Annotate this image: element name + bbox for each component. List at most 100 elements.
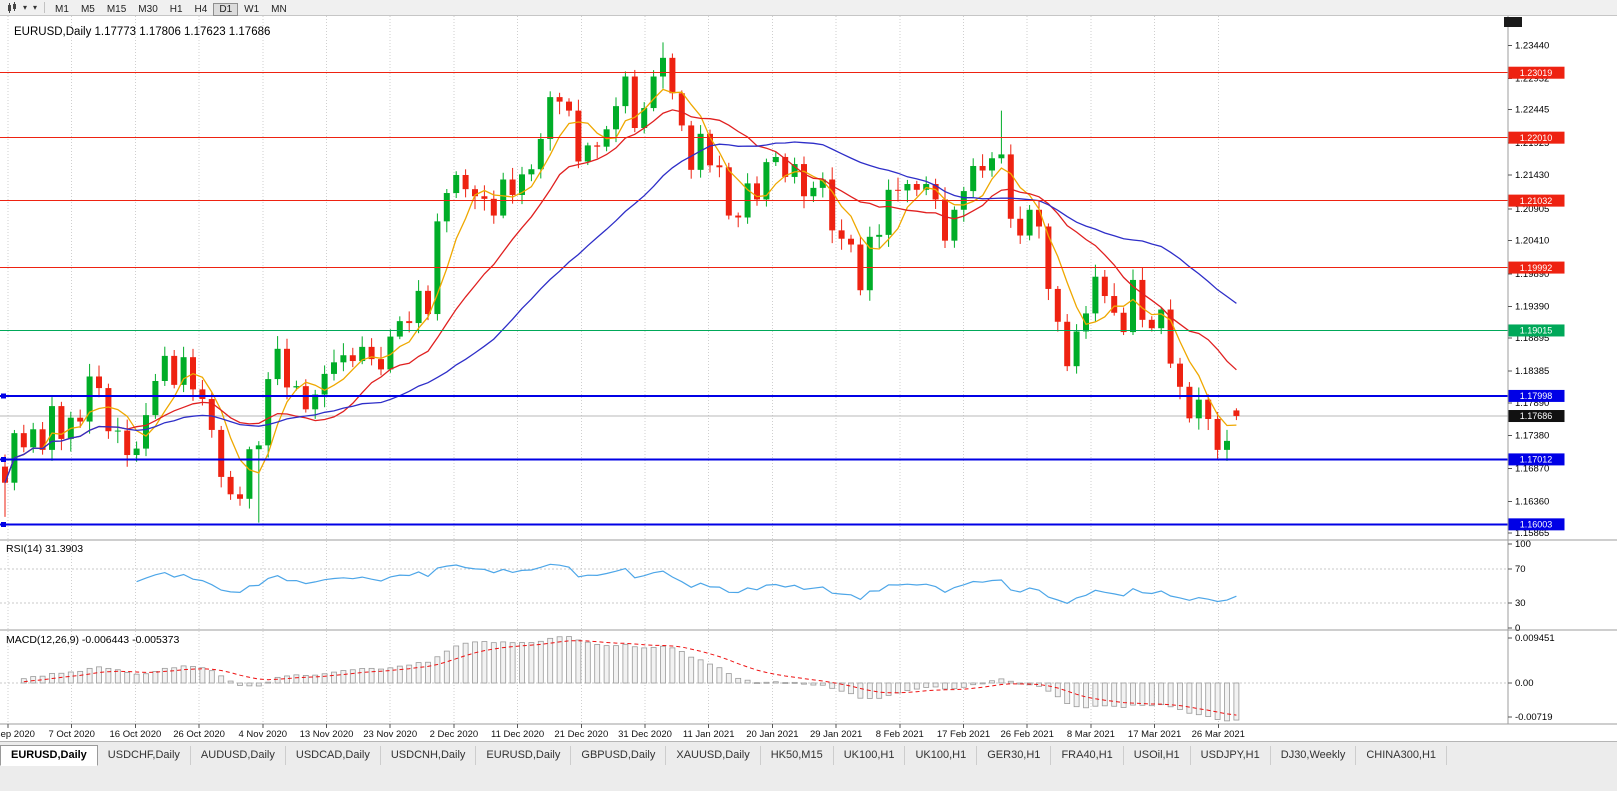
- svg-text:1.17686: 1.17686: [1520, 411, 1553, 421]
- svg-text:1.16003: 1.16003: [1520, 520, 1553, 530]
- candlestick-chart-icon[interactable]: [6, 1, 18, 14]
- svg-text:1.23440: 1.23440: [1515, 41, 1549, 52]
- svg-text:70: 70: [1515, 564, 1526, 575]
- current-price-label: [1508, 410, 1565, 423]
- svg-text:2 Dec 2020: 2 Dec 2020: [430, 729, 479, 740]
- svg-text:1.22445: 1.22445: [1515, 105, 1549, 116]
- svg-text:1.16870: 1.16870: [1515, 464, 1549, 475]
- svg-text:8 Mar 2021: 8 Mar 2021: [1067, 729, 1115, 740]
- indicator-guide-lines: [0, 568, 1508, 684]
- svg-text:31 Dec 2020: 31 Dec 2020: [618, 729, 672, 740]
- chart-tab-china300-h1[interactable]: CHINA300,H1: [1356, 746, 1448, 765]
- chart-tab-ger30-h1[interactable]: GER30,H1: [977, 746, 1052, 765]
- svg-text:0: 0: [1515, 623, 1520, 634]
- rsi-indicator-label: RSI(14) 31.3903: [6, 543, 84, 555]
- svg-text:-0.00719: -0.00719: [1515, 712, 1553, 723]
- chart-tab-gbpusd-daily[interactable]: GBPUSD,Daily: [571, 746, 667, 765]
- svg-text:1.18895: 1.18895: [1515, 333, 1549, 344]
- zoom-dropdown-icon[interactable]: ▾: [33, 3, 38, 12]
- svg-text:1.21430: 1.21430: [1515, 170, 1549, 181]
- timeframe-buttons: M1 M5 M15 M30 H1 H4 D1 W1 MN: [49, 0, 293, 17]
- svg-text:26 Mar 2021: 26 Mar 2021: [1192, 729, 1245, 740]
- timeframe-button-m30[interactable]: M30: [138, 3, 158, 15]
- svg-text:1.17890: 1.17890: [1515, 398, 1549, 409]
- date-axis[interactable]: 28 Sep 2020 7 Oct 2020 16 Oct 2020 26 Oct 2…: [0, 724, 1245, 740]
- chart-tab-bar: EURUSD,Daily USDCHF,Daily AUDUSD,Daily USDC…: [0, 741, 1617, 791]
- chart-tab-usdchf-daily[interactable]: USDCHF,Daily: [98, 746, 191, 765]
- timeframe-button-m15[interactable]: M15: [106, 3, 127, 15]
- horizontal-levels[interactable]: [0, 72, 1508, 527]
- svg-text:26 Feb 2021: 26 Feb 2021: [1001, 729, 1054, 740]
- svg-text:1.19390: 1.19390: [1515, 301, 1549, 312]
- svg-text:26 Oct 2020: 26 Oct 2020: [173, 729, 225, 740]
- svg-text:28 Sep 2020: 28 Sep 2020: [0, 729, 35, 740]
- svg-text:1.23019: 1.23019: [1520, 68, 1553, 78]
- svg-text:23 Nov 2020: 23 Nov 2020: [363, 729, 417, 740]
- svg-text:0.00: 0.00: [1515, 678, 1534, 689]
- moving-average-14: [4, 109, 1237, 483]
- chart-tab-usdcnh-daily[interactable]: USDCNH,Daily: [381, 746, 477, 765]
- svg-text:30: 30: [1515, 598, 1526, 609]
- svg-text:1.22010: 1.22010: [1520, 133, 1553, 143]
- svg-text:21 Dec 2020: 21 Dec 2020: [554, 729, 608, 740]
- svg-text:20 Jan 2021: 20 Jan 2021: [746, 729, 798, 740]
- chart-tab-dj30-weekly[interactable]: DJ30,Weekly: [1271, 746, 1357, 765]
- timeframe-button-m5[interactable]: M5: [80, 3, 95, 15]
- price-axis[interactable]: 1.234401.229321.224451.219251.214301.209…: [1508, 41, 1565, 723]
- svg-text:0.009451: 0.009451: [1515, 633, 1555, 644]
- macd-indicator-label: MACD(12,26,9) -0.006443 -0.005373: [6, 634, 180, 646]
- svg-text:17 Feb 2021: 17 Feb 2021: [937, 729, 990, 740]
- chart-tab-usoil-h1[interactable]: USOil,H1: [1124, 746, 1191, 765]
- svg-text:1.16360: 1.16360: [1515, 496, 1549, 507]
- svg-text:7 Oct 2020: 7 Oct 2020: [48, 729, 94, 740]
- svg-text:16 Oct 2020: 16 Oct 2020: [110, 729, 162, 740]
- chart-tab-fra40-h1[interactable]: FRA40,H1: [1051, 746, 1124, 765]
- chart-tab-usdcad-daily[interactable]: USDCAD,Daily: [286, 746, 381, 765]
- svg-text:1.20905: 1.20905: [1515, 204, 1549, 215]
- svg-text:11 Jan 2021: 11 Jan 2021: [683, 729, 735, 740]
- chart-tab-audusd-daily[interactable]: AUDUSD,Daily: [191, 746, 286, 765]
- svg-text:100: 100: [1515, 539, 1531, 550]
- moving-average-5: [4, 88, 1237, 483]
- svg-text:11 Dec 2020: 11 Dec 2020: [491, 729, 544, 740]
- macd-histogram: [20, 636, 1240, 722]
- panel-dividers: [0, 16, 1617, 725]
- rsi-line: [136, 563, 1237, 604]
- macd-signal-line: [23, 640, 1237, 716]
- chart-tab-uk100-h1[interactable]: UK100,H1: [905, 746, 978, 765]
- timeframe-button-w1[interactable]: W1: [244, 3, 260, 15]
- chart-tab-usdjpy-h1[interactable]: USDJPY,H1: [1191, 746, 1271, 765]
- svg-text:1.15865: 1.15865: [1515, 528, 1549, 539]
- chart-tab-eurusd-daily[interactable]: EURUSD,Daily: [476, 746, 572, 765]
- price-axis-marker: [1504, 17, 1522, 27]
- chart-tab-hk50-m15[interactable]: HK50,M15: [761, 746, 834, 765]
- svg-text:1.18385: 1.18385: [1515, 366, 1549, 377]
- svg-text:1.17998: 1.17998: [1520, 391, 1553, 401]
- svg-text:29 Jan 2021: 29 Jan 2021: [810, 729, 862, 740]
- svg-text:8 Feb 2021: 8 Feb 2021: [876, 729, 924, 740]
- svg-text:17 Mar 2021: 17 Mar 2021: [1128, 729, 1181, 740]
- candlestick-glyph: [8, 1, 16, 13]
- svg-text:1.19015: 1.19015: [1520, 326, 1553, 336]
- chart-tab-xauusd-daily[interactable]: XAUUSD,Daily: [666, 746, 761, 765]
- chart-tab-eurusd-daily[interactable]: EURUSD,Daily: [0, 745, 98, 766]
- timeframe-button-h1[interactable]: H1: [169, 3, 183, 15]
- svg-text:1.21032: 1.21032: [1520, 196, 1553, 206]
- timeframe-button-mn[interactable]: MN: [271, 3, 287, 15]
- price-chart[interactable]: 1.234401.229321.224451.219251.214301.209…: [0, 16, 1617, 741]
- timeframe-button-h4[interactable]: H4: [194, 3, 208, 15]
- svg-text:4 Nov 2020: 4 Nov 2020: [239, 729, 288, 740]
- timeframe-button-d1[interactable]: D1: [213, 2, 239, 16]
- svg-text:1.19992: 1.19992: [1520, 263, 1553, 273]
- svg-text:13 Nov 2020: 13 Nov 2020: [300, 729, 354, 740]
- svg-text:1.19890: 1.19890: [1515, 269, 1549, 280]
- timeframe-toolbar: ▾ ▾ M1 M5 M15 M30 H1 H4 D1 W1 MN: [0, 0, 1617, 16]
- chart-type-dropdown-icon[interactable]: ▾: [23, 3, 28, 12]
- timeframe-button-m1[interactable]: M1: [55, 3, 69, 15]
- moving-average-30: [4, 141, 1237, 483]
- svg-text:1.20410: 1.20410: [1515, 236, 1549, 247]
- chart-tab-uk100-h1[interactable]: UK100,H1: [834, 746, 906, 765]
- svg-text:1.17012: 1.17012: [1520, 455, 1553, 465]
- svg-text:1.22932: 1.22932: [1515, 73, 1549, 84]
